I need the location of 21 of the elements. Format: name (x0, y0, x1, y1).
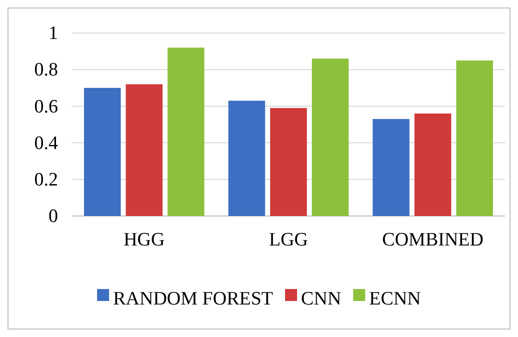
bar (126, 84, 163, 216)
y-tick-label: 1 (48, 23, 58, 44)
bar (228, 100, 266, 216)
y-tick-label: 0 (48, 206, 58, 228)
legend-label: RANDOM FOREST (113, 288, 274, 310)
x-tick-label: COMBINED (382, 229, 484, 250)
y-tick-label: 0.2 (34, 169, 58, 190)
bar (372, 119, 410, 216)
bar (84, 88, 121, 216)
bar (312, 58, 349, 216)
legend-label: CNN (301, 288, 342, 310)
bar (168, 48, 204, 216)
y-tick-label: 0.4 (34, 132, 58, 154)
bar (414, 114, 452, 216)
x-tick-label: LGG (268, 229, 308, 250)
legend-label: ECNN (369, 288, 422, 310)
x-tick-label: HGG (124, 229, 166, 250)
y-tick-label: 0.8 (34, 60, 58, 81)
y-tick-label: 0.6 (34, 96, 58, 118)
bar (270, 108, 307, 216)
bar (456, 60, 493, 216)
